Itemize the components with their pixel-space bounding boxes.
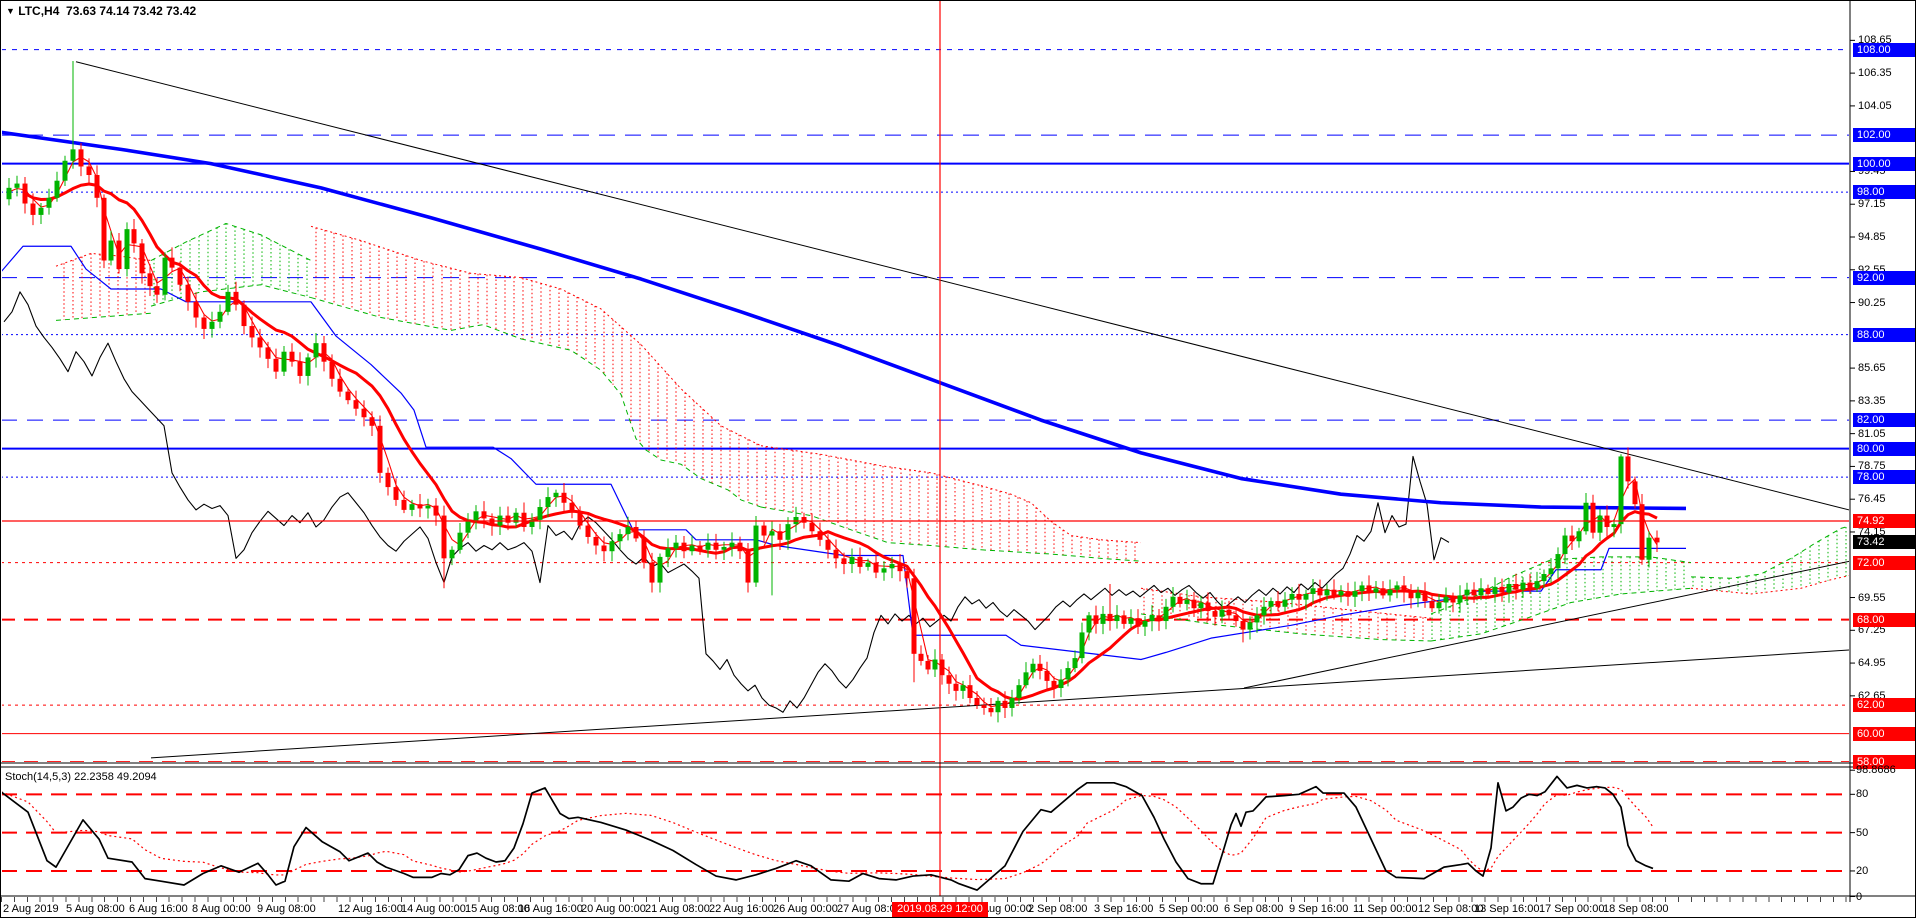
price-badge-92.00: 92.00 (1853, 270, 1915, 285)
time-label: 11 Sep 00:00 (1353, 903, 1418, 915)
symbol-title: ▼ LTC,H4 73.63 74.14 73.42 73.42 (6, 4, 196, 18)
price-tick-label: 83.35 (1858, 394, 1886, 407)
time-label: 8 Aug 00:00 (192, 903, 251, 915)
time-label: 5 Sep 00:00 (1159, 903, 1219, 915)
time-label: 20 Aug 00:00 (581, 903, 646, 915)
price-badge-74.92: 74.92 (1853, 514, 1915, 528)
stoch-axis-label: 98.8686 (1856, 764, 1896, 777)
price-badge-58.00: 58.00 (1853, 755, 1915, 770)
price-badge-102.00: 102.00 (1853, 128, 1915, 143)
price-badge-72.00: 72.00 (1853, 555, 1915, 570)
time-label: 22 Aug 16:00 (709, 903, 774, 915)
price-tick-label: 67.25 (1858, 624, 1886, 637)
price-tick-label: 81.05 (1858, 427, 1886, 440)
time-label: 9 Sep 16:00 (1289, 903, 1349, 915)
price-tick-label: 85.65 (1858, 362, 1886, 375)
stoch-axis-label: 0 (1856, 890, 1863, 903)
price-tick-label: 104.05 (1858, 99, 1892, 112)
price-badge-60.00: 60.00 (1853, 726, 1915, 741)
time-label: 6 Aug 16:00 (129, 903, 188, 915)
price-tick-label: 97.15 (1858, 198, 1886, 211)
price-badge-73.42: 73.42 (1853, 535, 1915, 550)
time-label: 2 Sep 08:00 (1028, 903, 1088, 915)
time-label: 6 Sep 08:00 (1224, 903, 1284, 915)
time-label: 3 Sep 16:00 (1094, 903, 1154, 915)
price-tick-label: 94.85 (1858, 230, 1886, 243)
time-label: 9 Aug 08:00 (257, 903, 316, 915)
time-label: 12 Sep 08:00 (1418, 903, 1484, 915)
price-badge-108.00: 108.00 (1853, 42, 1915, 57)
time-label: 16 Aug 16:00 (518, 903, 583, 915)
time-axis-ticks (1, 897, 1850, 902)
price-badge-62.00: 62.00 (1853, 698, 1915, 713)
stoch-main-line (2, 775, 1654, 891)
trendline-2[interactable] (1243, 560, 1850, 689)
time-label: 18 Sep 08:00 (1603, 903, 1669, 915)
price-tick-label: 74.15 (1858, 525, 1886, 538)
price-tick-label: 64.95 (1858, 657, 1886, 670)
price-badge-100.00: 100.00 (1853, 156, 1915, 171)
current-time-badge: 2019.08.29 12:00 (892, 902, 988, 917)
tenkan-sen-line (8, 156, 1658, 708)
time-label: 26 Aug 00:00 (773, 903, 838, 915)
candles-layer (6, 61, 1660, 723)
time-label: 15 Aug 08:00 (465, 903, 530, 915)
time-label: 13 Sep 16:00 (1474, 903, 1540, 915)
price-tick-label: 106.35 (1858, 67, 1892, 80)
price-tick-label: 69.55 (1858, 591, 1886, 604)
time-label: 12 Aug 16:00 (338, 903, 403, 915)
main-pane[interactable] (1, 49, 1856, 763)
dropdown-arrow-icon[interactable]: ▼ (6, 6, 15, 16)
price-badge-78.00: 78.00 (1853, 470, 1915, 485)
slow-ma-line (2, 130, 1687, 511)
time-label: 21 Aug 08:00 (645, 903, 710, 915)
price-badge-80.00: 80.00 (1853, 441, 1915, 456)
fast-ma-line (24, 182, 1658, 701)
time-label: 2 Aug 2019 (3, 903, 59, 915)
stoch-indicator-label: Stoch(14,5,3) 22.2358 49.2094 (5, 771, 157, 783)
price-tick-label: 78.75 (1858, 460, 1886, 473)
ohlc-values: 73.63 74.14 73.42 73.42 (66, 4, 197, 18)
stoch-axis-label: 50 (1856, 826, 1869, 839)
time-label: 27 Aug 08:00 (837, 903, 902, 915)
price-badge-68.00: 68.00 (1853, 612, 1915, 627)
price-tick-label: 90.25 (1858, 296, 1886, 309)
price-badge-98.00: 98.00 (1853, 185, 1915, 200)
stoch-axis-label: 80 (1856, 788, 1869, 801)
price-badge-82.00: 82.00 (1853, 413, 1915, 428)
time-label: 17 Sep 00:00 (1539, 903, 1605, 915)
chikou-span-line (3, 291, 1450, 713)
time-label: 5 Aug 08:00 (66, 903, 125, 915)
trendline-1[interactable] (75, 61, 1850, 511)
stoch-pane[interactable] (1, 775, 1850, 891)
price-tick-label: 76.45 (1858, 493, 1886, 506)
time-label: 14 Aug 00:00 (401, 903, 466, 915)
stoch-axis-label: 20 (1856, 864, 1869, 877)
symbol-name: LTC,H4 (18, 4, 60, 18)
price-badge-88.00: 88.00 (1853, 327, 1915, 342)
kijun-sen-line (2, 245, 1686, 661)
